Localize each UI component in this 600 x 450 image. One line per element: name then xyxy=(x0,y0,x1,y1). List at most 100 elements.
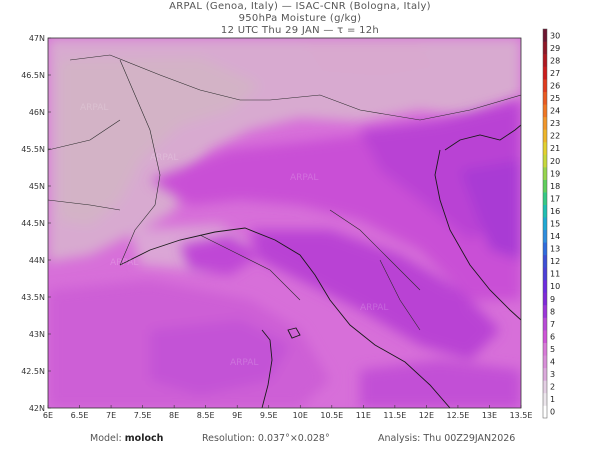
watermark: ARPAL xyxy=(110,258,138,268)
colorbar-label: 17 xyxy=(550,194,560,203)
colorbar-swatch xyxy=(543,330,547,344)
colorbar-swatch xyxy=(543,367,547,381)
colorbar-label: 2 xyxy=(550,383,555,392)
model-value: moloch xyxy=(124,433,164,444)
colorbar: 0123456789101112131415161718192021222324… xyxy=(542,28,560,419)
colorbar-label: 20 xyxy=(550,157,560,166)
colorbar-swatch xyxy=(543,116,547,130)
lon-tick-label: 10E xyxy=(293,411,308,420)
colorbar-swatch xyxy=(543,242,547,256)
colorbar-label: 21 xyxy=(550,144,560,153)
borders xyxy=(48,54,521,331)
colorbar-label: 16 xyxy=(550,207,560,216)
colorbar-swatch xyxy=(543,104,547,118)
colorbar-label: 1 xyxy=(550,395,555,404)
header-valid-time: 12 UTC Thu 29 JAN — τ = 12h xyxy=(220,25,380,36)
colorbar-swatch xyxy=(543,29,547,42)
lat-tick-label: 46.5N xyxy=(21,71,45,80)
colorbar-label: 28 xyxy=(550,56,560,65)
coastlines xyxy=(119,124,521,408)
lat-tick-label: 46N xyxy=(29,108,45,117)
colorbar-swatch xyxy=(543,342,547,356)
colorbar-swatch xyxy=(543,355,547,369)
colorbar-label: 3 xyxy=(550,370,555,379)
colorbar-label: 0 xyxy=(550,408,555,417)
header-institutions: ARPAL (Genoa, Italy) — ISAC-CNR (Bologna… xyxy=(169,1,431,12)
colorbar-swatch xyxy=(543,380,547,394)
colorbar-label: 18 xyxy=(550,182,560,191)
lon-tick-label: 7E xyxy=(106,411,116,420)
colorbar-label: 10 xyxy=(550,282,560,291)
moist-regions xyxy=(48,100,521,408)
lon-tick-label: 12E xyxy=(419,411,434,420)
colorbar-label: 26 xyxy=(550,81,560,90)
colorbar-swatch xyxy=(543,154,547,168)
colorbar-label: 12 xyxy=(550,257,560,266)
lat-tick-label: 44.5N xyxy=(21,219,45,228)
watermarks: ARPAL ARPAL ARPAL ARPAL ARPAL ARPAL xyxy=(80,103,388,368)
resolution-label: Resolution: xyxy=(202,433,255,444)
lat-tick-label: 45.5N xyxy=(21,145,45,154)
colorbar-label: 19 xyxy=(550,169,560,178)
watermark: ARPAL xyxy=(80,103,108,113)
lon-tick-label: 10.5E xyxy=(320,411,343,420)
colorbar-label: 13 xyxy=(550,245,560,254)
colorbar-label: 4 xyxy=(550,358,555,367)
latitude-axis: 47N 46.5N 46N 45.5N 45N 44.5N 44N 43.5N 43N 42.5N… xyxy=(21,34,51,413)
colorbar-label: 7 xyxy=(550,320,555,329)
lon-tick-label: 6.5E xyxy=(71,411,89,420)
colorbar-swatch xyxy=(543,141,547,155)
colorbar-swatch xyxy=(543,317,547,331)
lat-tick-label: 47N xyxy=(29,34,45,43)
resolution-info: Resolution: 0.037°×0.028° xyxy=(202,433,330,444)
model-label: Model: xyxy=(90,433,122,444)
analysis-value: Thu 00Z29JAN2026 xyxy=(423,433,516,444)
lat-tick-label: 42N xyxy=(29,404,45,413)
model-info: Model: moloch xyxy=(90,433,163,444)
colorbar-label: 6 xyxy=(550,332,555,341)
lat-tick-label: 44N xyxy=(29,256,45,265)
colorbar-swatch xyxy=(543,66,547,80)
colorbar-label: 14 xyxy=(550,232,560,241)
colorbar-label: 9 xyxy=(550,295,555,304)
colorbar-swatch xyxy=(543,192,547,205)
colorbar-swatch xyxy=(543,41,547,55)
analysis-info: Analysis: Thu 00Z29JAN2026 xyxy=(378,433,515,444)
colorbar-swatch xyxy=(543,229,547,243)
colorbar-swatch xyxy=(543,54,547,67)
colorbar-swatch xyxy=(543,91,547,105)
colorbar-label: 25 xyxy=(550,94,560,103)
colorbar-swatch xyxy=(543,392,547,406)
lon-tick-label: 9E xyxy=(232,411,242,420)
lat-tick-label: 42.5N xyxy=(21,367,45,376)
colorbar-swatch xyxy=(543,129,547,143)
lon-tick-label: 11.5E xyxy=(383,411,406,420)
analysis-label: Analysis: xyxy=(378,433,421,444)
lon-tick-label: 13E xyxy=(482,411,497,420)
lat-tick-label: 45N xyxy=(29,182,45,191)
header-field-title: 950hPa Moisture (g/kg) xyxy=(238,13,362,24)
watermark: ARPAL xyxy=(230,358,258,368)
resolution-value: 0.037°×0.028° xyxy=(257,433,330,444)
lon-tick-label: 8E xyxy=(169,411,179,420)
watermark: ARPAL xyxy=(150,153,178,163)
lat-tick-label: 43N xyxy=(29,330,45,339)
map-header: ARPAL (Genoa, Italy) — ISAC-CNR (Bologna… xyxy=(0,0,600,37)
colorbar-swatch xyxy=(543,305,547,318)
lon-tick-label: 12.5E xyxy=(446,411,469,420)
colorbar-swatch xyxy=(543,405,547,419)
longitude-axis: 6E 6.5E 7E 7.5E 8E 8.5E 9E 9.5E 10E 10.5E 11E 11.5E… xyxy=(43,405,533,420)
colorbar-label: 8 xyxy=(550,307,555,316)
lon-tick-label: 11E xyxy=(356,411,371,420)
lon-tick-label: 13.5E xyxy=(510,411,533,420)
colorbar-swatch xyxy=(543,267,547,281)
colorbar-swatch xyxy=(543,167,547,180)
colorbar-label: 15 xyxy=(550,220,560,229)
lon-tick-label: 9.5E xyxy=(260,411,278,420)
colorbar-frame xyxy=(542,28,548,419)
colorbar-label: 5 xyxy=(550,345,555,354)
colorbar-label: 11 xyxy=(550,270,560,279)
colorbar-swatch xyxy=(543,179,547,193)
watermark: ARPAL xyxy=(360,303,388,313)
